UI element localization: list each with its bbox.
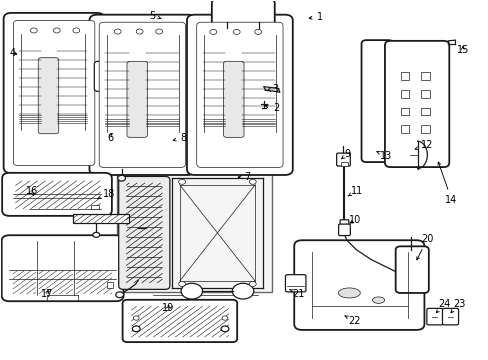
Text: 13: 13	[376, 150, 391, 161]
Text: 21: 21	[289, 289, 304, 299]
FancyBboxPatch shape	[361, 40, 392, 162]
FancyBboxPatch shape	[99, 22, 185, 167]
Bar	[107, 282, 113, 288]
FancyBboxPatch shape	[223, 61, 244, 137]
FancyBboxPatch shape	[395, 246, 428, 293]
Circle shape	[178, 282, 185, 287]
Bar	[91, 205, 99, 210]
Circle shape	[114, 29, 121, 34]
FancyBboxPatch shape	[211, 0, 274, 27]
Text: 17: 17	[41, 289, 53, 299]
Circle shape	[254, 30, 261, 35]
Circle shape	[93, 232, 100, 237]
Text: 2: 2	[264, 103, 279, 113]
Circle shape	[249, 179, 256, 184]
Ellipse shape	[338, 288, 360, 298]
Circle shape	[232, 283, 253, 299]
Circle shape	[118, 175, 125, 181]
Text: 24: 24	[435, 299, 450, 313]
Text: 10: 10	[348, 215, 361, 225]
Text: 6: 6	[107, 133, 113, 143]
Circle shape	[221, 326, 228, 332]
Text: 11: 11	[347, 186, 362, 196]
FancyBboxPatch shape	[119, 176, 169, 289]
Circle shape	[233, 30, 240, 35]
Text: 8: 8	[173, 133, 186, 143]
Text: 7: 7	[238, 172, 250, 182]
Text: 15: 15	[456, 45, 468, 55]
Bar	[117, 173, 271, 292]
Bar	[400, 72, 408, 80]
Text: 20: 20	[416, 234, 432, 260]
Bar	[340, 162, 347, 166]
FancyBboxPatch shape	[294, 240, 424, 330]
Circle shape	[181, 283, 202, 299]
Ellipse shape	[372, 297, 384, 303]
Text: 4: 4	[9, 48, 17, 58]
Circle shape	[132, 326, 140, 332]
FancyBboxPatch shape	[186, 15, 292, 175]
Bar	[73, 214, 129, 223]
FancyBboxPatch shape	[384, 41, 448, 167]
Circle shape	[222, 316, 227, 320]
FancyBboxPatch shape	[1, 235, 123, 301]
Bar	[420, 108, 429, 116]
FancyBboxPatch shape	[336, 153, 349, 166]
Text: 14: 14	[437, 162, 457, 205]
FancyBboxPatch shape	[94, 61, 137, 91]
FancyBboxPatch shape	[3, 13, 104, 173]
Bar	[420, 126, 429, 134]
FancyBboxPatch shape	[339, 220, 348, 226]
FancyBboxPatch shape	[285, 275, 305, 292]
Text: 16: 16	[26, 186, 38, 197]
Text: 1: 1	[308, 12, 322, 22]
FancyBboxPatch shape	[426, 309, 442, 325]
Text: 22: 22	[344, 316, 360, 325]
Text: 9: 9	[341, 149, 350, 159]
Circle shape	[53, 28, 60, 33]
Text: 23: 23	[450, 299, 465, 313]
FancyBboxPatch shape	[2, 173, 112, 216]
Bar	[420, 72, 429, 80]
Circle shape	[30, 28, 37, 33]
Text: 12: 12	[414, 140, 432, 150]
FancyBboxPatch shape	[38, 58, 59, 134]
FancyBboxPatch shape	[196, 22, 283, 167]
Circle shape	[249, 282, 256, 287]
Bar	[420, 90, 429, 98]
Circle shape	[116, 292, 123, 298]
Bar	[400, 108, 408, 116]
Bar	[400, 126, 408, 134]
Text: 3: 3	[266, 84, 278, 94]
Circle shape	[136, 29, 143, 34]
FancyBboxPatch shape	[89, 15, 195, 175]
Text: 18: 18	[98, 189, 115, 199]
Circle shape	[156, 29, 162, 34]
Bar	[400, 90, 408, 98]
Circle shape	[133, 316, 139, 320]
Circle shape	[178, 179, 185, 184]
FancyBboxPatch shape	[13, 21, 95, 166]
Circle shape	[209, 30, 216, 35]
Text: 19: 19	[161, 303, 174, 314]
FancyBboxPatch shape	[442, 309, 458, 325]
FancyBboxPatch shape	[338, 224, 349, 235]
Text: 5: 5	[149, 11, 161, 21]
FancyBboxPatch shape	[127, 61, 147, 137]
Circle shape	[73, 28, 80, 33]
FancyBboxPatch shape	[122, 300, 237, 342]
